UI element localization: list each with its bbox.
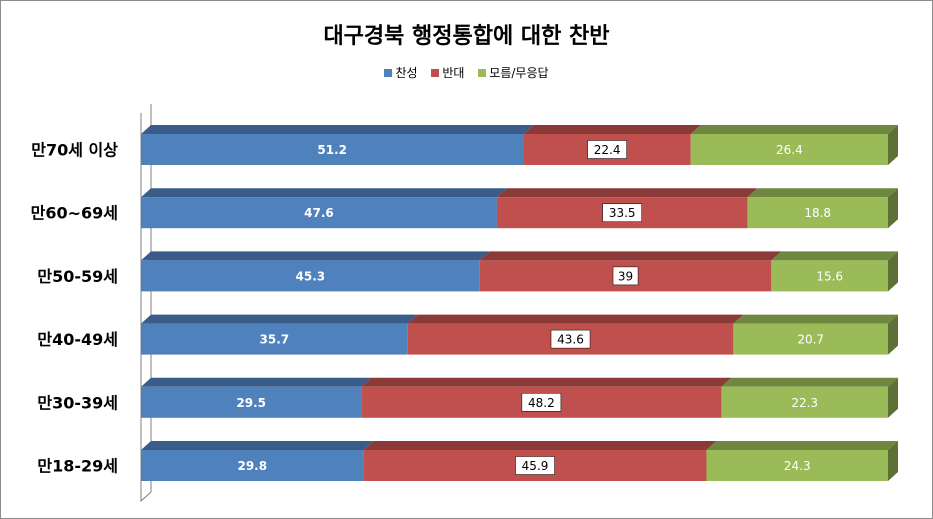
data-label-box <box>521 393 562 412</box>
axis-wall <box>140 104 152 503</box>
data-label: 15.6 <box>816 269 843 283</box>
data-label: 29.8 <box>237 459 267 473</box>
bar-segment <box>721 386 888 418</box>
legend-swatch-unknown <box>478 69 487 77</box>
bar-top-face <box>479 251 782 261</box>
data-label: 45.9 <box>522 459 549 473</box>
bar-top-face <box>363 441 717 450</box>
data-label: 18.8 <box>804 206 831 220</box>
category-label: 만30-39세 <box>37 393 118 412</box>
category-label: 만70세 이상 <box>31 141 118 160</box>
bar-segment <box>771 260 888 292</box>
bar-segment <box>141 134 524 165</box>
bar-side-face <box>888 251 898 292</box>
bar-top-face <box>747 188 898 198</box>
data-label: 33.5 <box>609 206 636 220</box>
data-label: 47.6 <box>304 206 334 220</box>
bar-top-face <box>733 314 898 324</box>
bar-top-face <box>141 314 418 324</box>
data-label: 45.3 <box>296 269 326 283</box>
bar-segment <box>141 386 362 418</box>
bar-top-face <box>496 188 758 198</box>
data-label: 20.7 <box>797 333 824 347</box>
bar-top-face <box>523 125 701 134</box>
data-label: 24.3 <box>784 459 811 473</box>
chart-title: 대구경북 행정통합에 대한 찬반 <box>323 24 610 49</box>
bar-top-face <box>141 377 372 387</box>
bar-top-face <box>771 251 898 261</box>
bar-segment <box>690 134 888 165</box>
bar-segment <box>141 197 497 229</box>
category-label: 만60~69세 <box>31 204 118 223</box>
bar-top-face <box>141 251 490 261</box>
data-label: 39 <box>618 269 633 283</box>
data-label-box <box>612 266 639 286</box>
bar-side-face <box>888 314 898 355</box>
bar-top-face <box>721 377 898 387</box>
bar-top-face <box>407 314 744 324</box>
data-label: 29.5 <box>236 396 266 410</box>
data-label-box <box>550 329 591 349</box>
data-label-box <box>515 456 555 475</box>
bar-top-face <box>141 188 507 198</box>
legend-item-support: 찬성 <box>384 64 418 81</box>
legend-label-unknown: 모름/무응답 <box>489 66 549 80</box>
legend-swatch-oppose <box>431 69 440 77</box>
bar-top-face <box>690 125 898 134</box>
category-label: 만40-49세 <box>37 330 118 349</box>
bar-top-face <box>141 125 534 134</box>
data-label-box <box>587 140 627 159</box>
bar-top-face <box>706 441 898 450</box>
category-label: 만18-29세 <box>37 457 118 476</box>
legend-label-support: 찬성 <box>395 66 418 80</box>
legend-item-oppose: 반대 <box>431 64 464 81</box>
data-label: 22.3 <box>791 396 818 410</box>
bar-segment <box>141 450 364 481</box>
bar-side-face <box>888 377 898 418</box>
bar-segment <box>141 260 480 292</box>
bar-side-face <box>888 441 898 481</box>
chart-legend: 찬성 반대 모름/무응답 <box>0 64 933 81</box>
data-label: 43.6 <box>557 333 584 347</box>
bar-segment <box>747 197 888 229</box>
bar-top-face <box>141 441 374 450</box>
bar-segment <box>706 450 888 481</box>
bar-top-face <box>361 377 732 387</box>
legend-swatch-support <box>384 69 393 77</box>
data-label: 35.7 <box>260 333 290 347</box>
bar-side-face <box>888 188 898 229</box>
data-label: 22.4 <box>594 143 621 157</box>
data-label: 51.2 <box>317 143 347 157</box>
legend-label-oppose: 반대 <box>442 66 465 80</box>
data-label: 26.4 <box>776 143 803 157</box>
category-label: 만50-59세 <box>37 267 118 286</box>
legend-item-unknown: 모름/무응답 <box>478 64 549 81</box>
data-label: 48.2 <box>528 396 555 410</box>
bar-segment <box>141 323 408 355</box>
data-label-box <box>602 203 642 222</box>
bar-side-face <box>888 125 898 165</box>
bar-segment <box>733 323 888 355</box>
